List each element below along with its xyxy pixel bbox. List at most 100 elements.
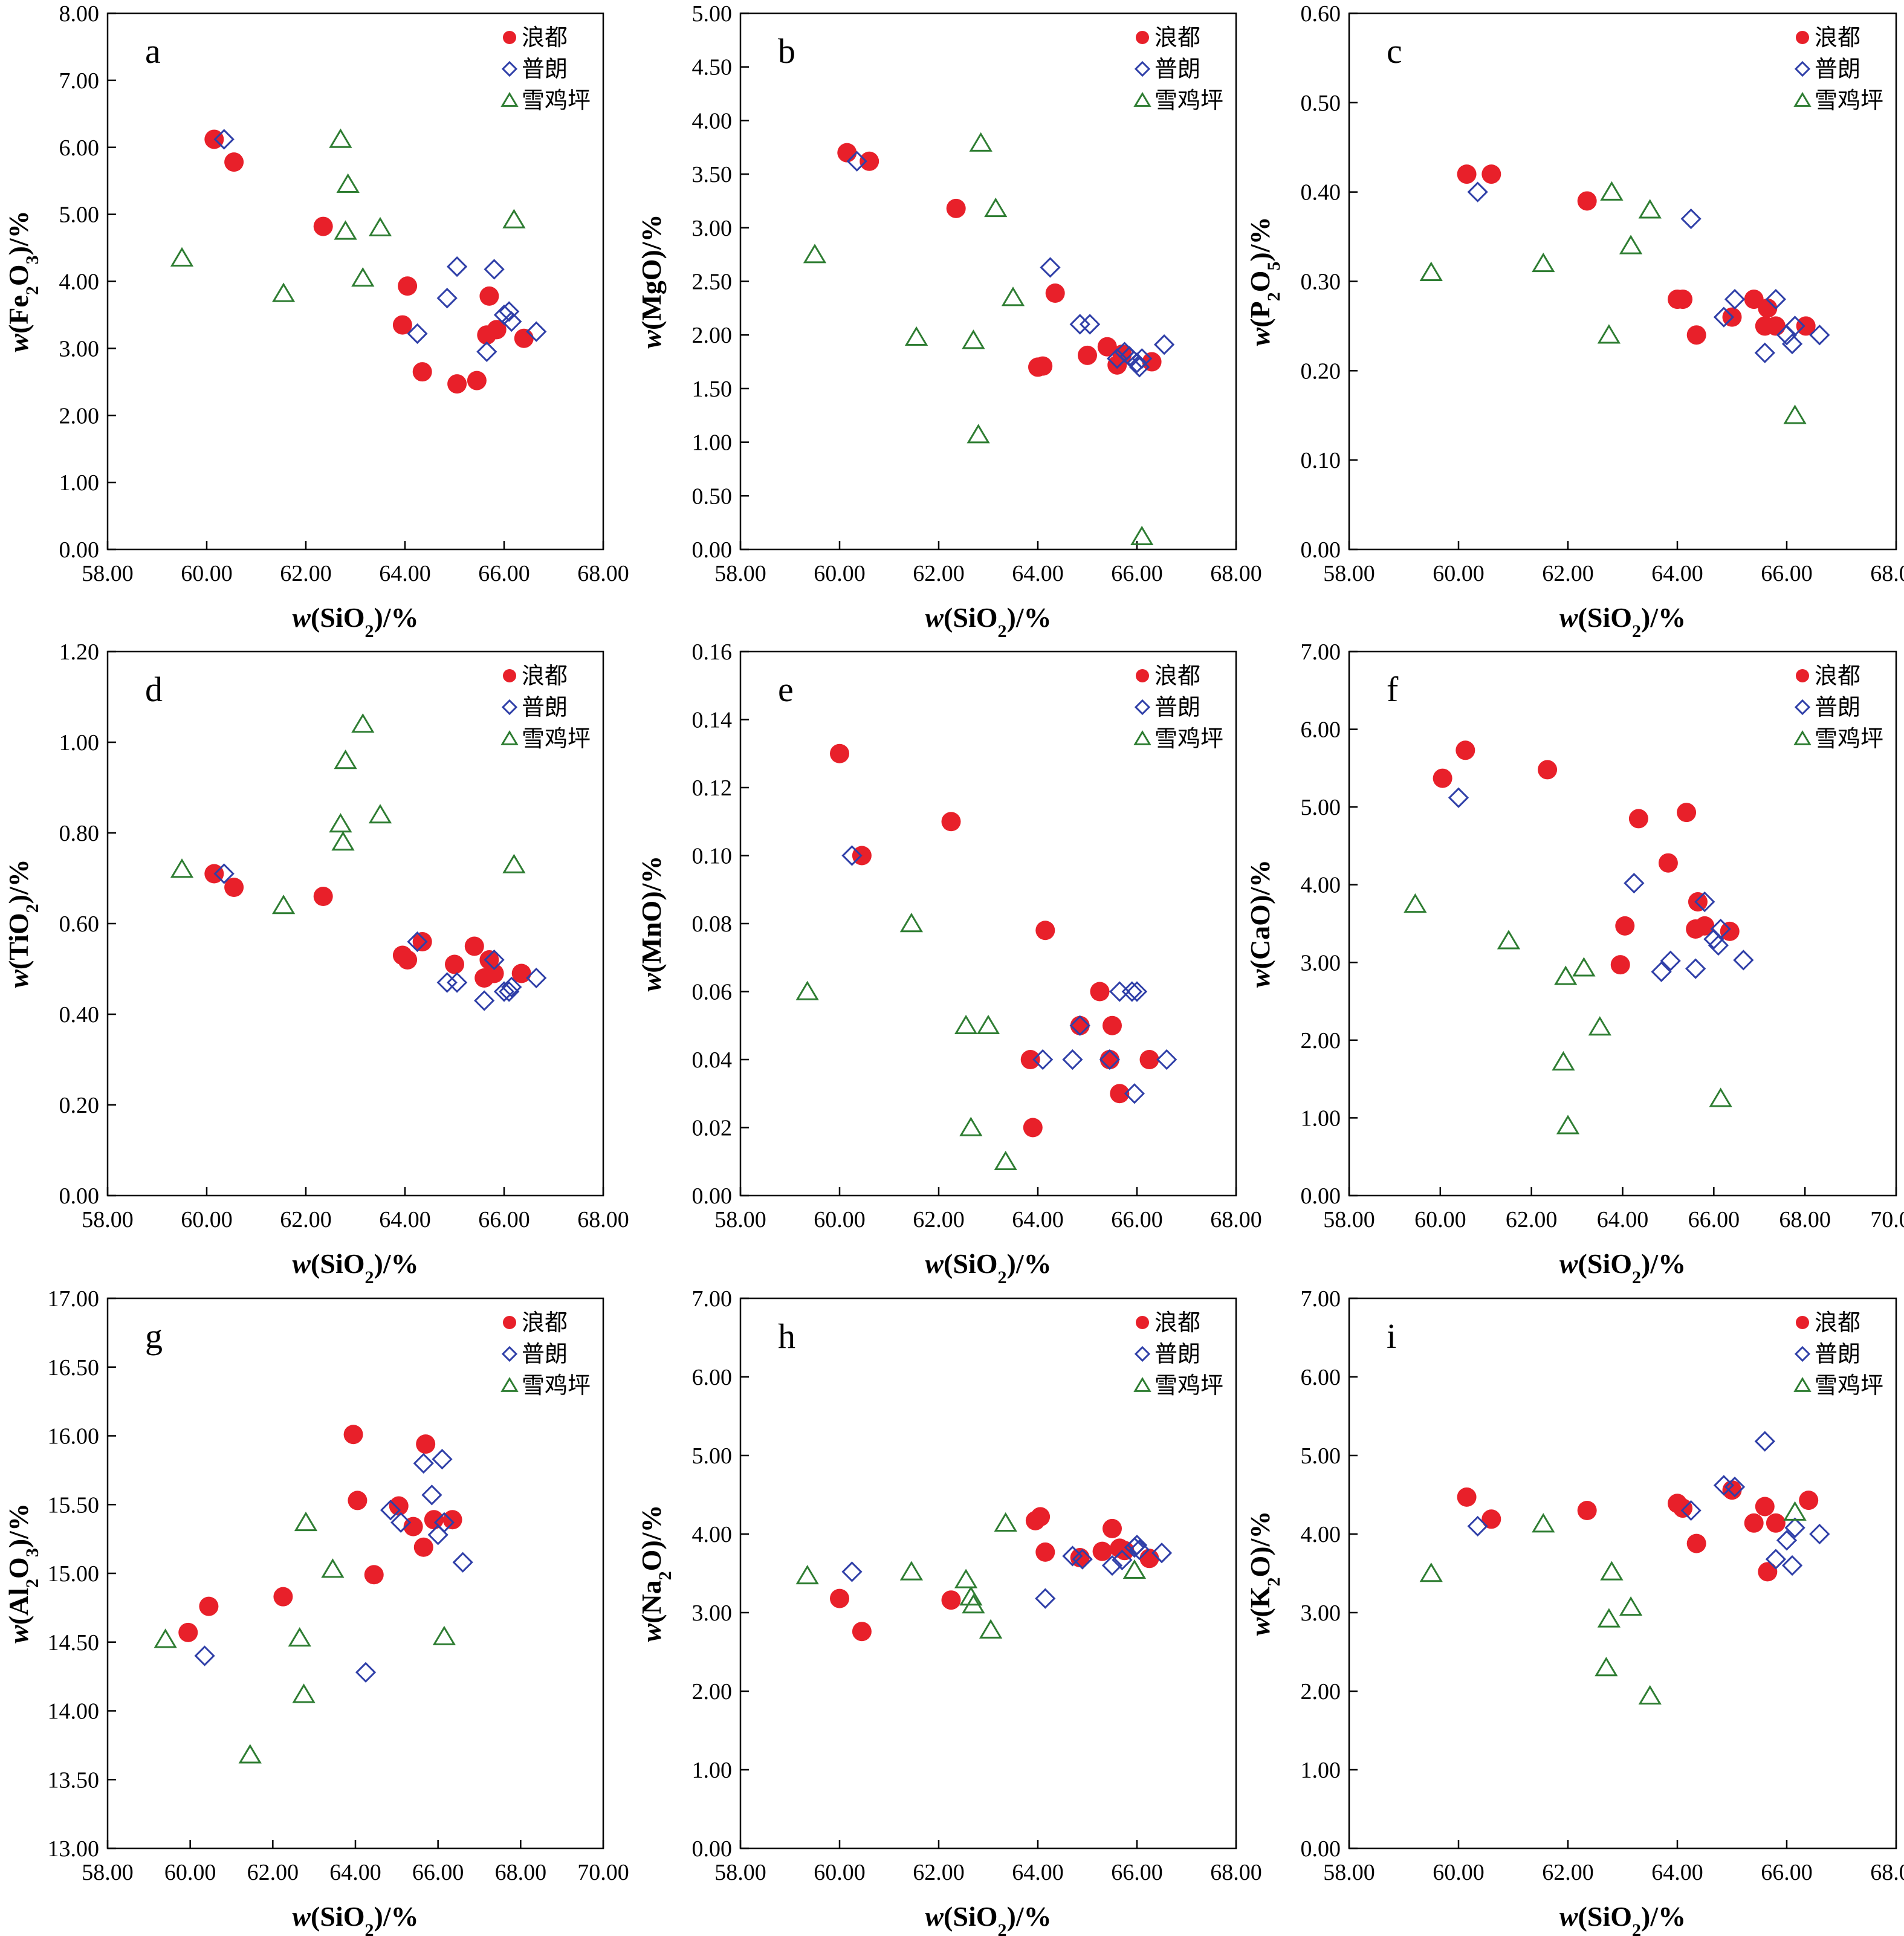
y-tick-label: 0.00 bbox=[1301, 537, 1341, 563]
x-tick-label: 70.00 bbox=[577, 1860, 629, 1885]
point-circle bbox=[1103, 1518, 1122, 1538]
y-axis-title: w(CaO)/% bbox=[1245, 860, 1275, 988]
point-circle bbox=[398, 950, 418, 970]
x-tick-label: 60.00 bbox=[814, 1207, 866, 1232]
y-tick-label: 16.50 bbox=[48, 1355, 100, 1381]
x-axis-title: w(SiO2)/% bbox=[292, 1901, 418, 1936]
point-diamond bbox=[1151, 1543, 1173, 1564]
point-triangle bbox=[962, 1594, 985, 1614]
point-circle bbox=[313, 216, 333, 236]
x-tick-label: 62.00 bbox=[280, 561, 332, 586]
legend-marker-diamond bbox=[1794, 1345, 1811, 1362]
point-triangle bbox=[336, 173, 360, 193]
x-tick-label: 66.00 bbox=[412, 1860, 464, 1885]
y-tick-label: 0.60 bbox=[1301, 1, 1341, 27]
x-tick-label: 58.00 bbox=[1323, 1860, 1375, 1885]
point-triangle bbox=[502, 209, 526, 228]
panel-letter: f bbox=[1387, 670, 1399, 709]
x-tick-label: 64.00 bbox=[1597, 1207, 1649, 1232]
point-diamond bbox=[1099, 1049, 1121, 1070]
point-diamond bbox=[1109, 981, 1130, 1002]
legend-marker-circle bbox=[503, 31, 516, 44]
panel-h: 58.00 60.00 62.00 64.00 66.00 68.00 0.00 1.00 2.… bbox=[636, 1286, 1262, 1936]
legend-marker-circle bbox=[1136, 669, 1149, 682]
legend-marker-triangle bbox=[1133, 92, 1151, 107]
y-axis-title: w(Al2O3)/% bbox=[3, 1503, 42, 1643]
legend-marker-triangle bbox=[500, 92, 519, 107]
legend-marker-triangle bbox=[1793, 92, 1812, 107]
y-tick-label: 2.00 bbox=[692, 323, 733, 348]
y-tick-label: 3.50 bbox=[692, 162, 733, 187]
legend-label: 雪鸡坪 bbox=[522, 87, 591, 114]
point-circle bbox=[1020, 1050, 1040, 1069]
point-diamond bbox=[501, 311, 522, 332]
y-tick-label: 5.00 bbox=[692, 1, 733, 27]
point-diamond bbox=[1765, 288, 1787, 310]
point-diamond bbox=[476, 341, 497, 363]
panel-letter: d bbox=[145, 670, 163, 709]
x-axis-title: w(SiO2)/% bbox=[292, 602, 418, 641]
point-diamond bbox=[1660, 950, 1681, 971]
y-tick-label: 0.00 bbox=[1301, 1836, 1341, 1862]
point-triangle bbox=[1783, 404, 1807, 424]
point-diamond bbox=[1124, 1083, 1145, 1104]
x-tick-label: 66.00 bbox=[1761, 1860, 1813, 1885]
point-diamond bbox=[1448, 787, 1469, 808]
point-diamond bbox=[1724, 1476, 1746, 1498]
point-diamond bbox=[446, 972, 468, 993]
point-circle bbox=[830, 743, 849, 763]
x-tick-label: 58.00 bbox=[82, 1860, 134, 1885]
x-tick-label: 58.00 bbox=[714, 561, 766, 586]
point-circle bbox=[484, 963, 504, 983]
y-tick-label: 2.00 bbox=[59, 403, 100, 429]
point-diamond bbox=[1107, 348, 1128, 369]
y-tick-label: 0.20 bbox=[59, 1093, 100, 1118]
point-circle bbox=[412, 362, 432, 382]
x-tick-label: 60.00 bbox=[164, 1860, 216, 1885]
panel-letter: h bbox=[778, 1316, 795, 1356]
point-diamond bbox=[841, 1561, 863, 1582]
point-circle bbox=[445, 954, 464, 974]
y-tick-label: 1.00 bbox=[1301, 1106, 1341, 1131]
point-diamond bbox=[1079, 314, 1101, 335]
point-circle bbox=[416, 1434, 436, 1454]
legend-label: 雪鸡坪 bbox=[1815, 1372, 1883, 1399]
point-triangle bbox=[271, 282, 296, 302]
point-circle bbox=[1035, 921, 1055, 940]
x-tick-label: 66.00 bbox=[1111, 1207, 1163, 1232]
point-circle bbox=[392, 315, 412, 335]
point-circle bbox=[424, 1510, 444, 1530]
y-tick-label: 0.00 bbox=[1301, 1183, 1341, 1209]
point-triangle bbox=[154, 1628, 177, 1648]
y-tick-label: 7.00 bbox=[1301, 1286, 1341, 1312]
x-tick-label: 58.00 bbox=[1323, 561, 1375, 586]
legend-marker-diamond bbox=[1794, 699, 1811, 716]
y-axis-title: w(MgO)/% bbox=[636, 214, 667, 348]
point-circle bbox=[467, 371, 487, 390]
point-triangle bbox=[959, 1116, 983, 1136]
x-tick-label: 68.00 bbox=[1210, 561, 1262, 586]
legend-label: 普朗 bbox=[522, 694, 568, 720]
y-tick-label: 4.00 bbox=[1301, 1522, 1341, 1547]
x-tick-label: 66.00 bbox=[478, 561, 530, 586]
point-triangle bbox=[1497, 930, 1521, 950]
y-axis-title: w(P2O5)/% bbox=[1245, 217, 1284, 346]
point-circle bbox=[464, 936, 484, 956]
point-diamond bbox=[841, 845, 863, 866]
y-tick-label: 4.00 bbox=[692, 1522, 733, 1547]
legend-label: 浪都 bbox=[1154, 662, 1200, 689]
x-tick-label: 62.00 bbox=[913, 1207, 965, 1232]
point-diamond bbox=[1765, 1549, 1787, 1570]
point-circle bbox=[1092, 1541, 1112, 1561]
point-triangle bbox=[1638, 1685, 1662, 1705]
legend-label: 普朗 bbox=[522, 1341, 568, 1367]
point-diamond bbox=[1128, 1539, 1150, 1561]
x-tick-label: 60.00 bbox=[1414, 1207, 1466, 1232]
point-circle bbox=[224, 152, 244, 172]
point-circle bbox=[1755, 1497, 1775, 1517]
point-circle bbox=[1456, 740, 1475, 760]
x-tick-label: 70.00 bbox=[1870, 1207, 1904, 1232]
x-tick-label: 60.00 bbox=[181, 1207, 233, 1232]
point-circle bbox=[1103, 1015, 1122, 1035]
y-tick-label: 0.16 bbox=[692, 639, 733, 665]
